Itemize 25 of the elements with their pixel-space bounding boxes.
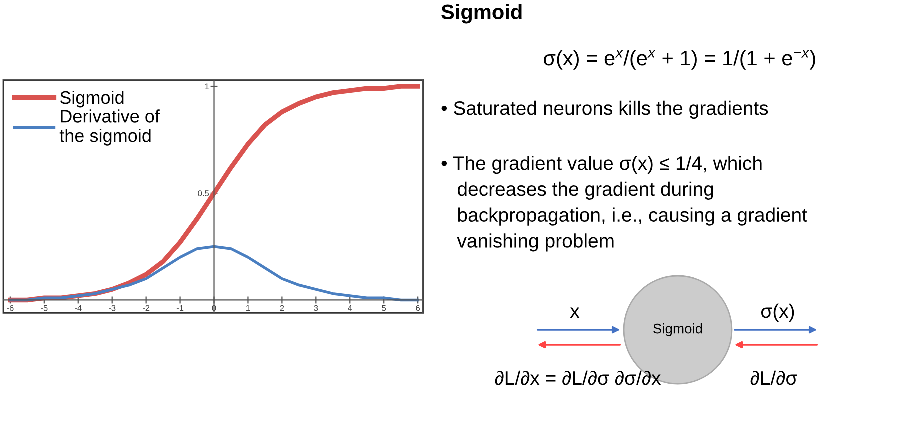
x-tick-label: 1: [246, 305, 250, 312]
x-tick-label: 3: [314, 305, 318, 312]
x-tick-label: -2: [142, 305, 150, 312]
text: σ(x) = e$^{x}$/(e$^{x}$ + 1) = 1/(1 + e$^{−x}$): [544, 50, 816, 70]
x-tick-label: -3: [109, 305, 116, 312]
text: Sigmoid: [442, 4, 522, 24]
text: ∂L/∂σ: [750, 370, 798, 386]
legend-label: Sigmoid: [60, 90, 124, 108]
text: σ(x): [761, 304, 794, 322]
x-tick-label: 6: [416, 305, 420, 312]
text: ∂L/∂x = ∂L/∂σ ∂σ/∂x: [495, 370, 662, 386]
legend-label: Derivative of the sigmoid: [60, 110, 160, 146]
x-tick-label: 4: [348, 305, 352, 312]
x-tick-label: -4: [75, 305, 82, 312]
x-tick-label: 5: [382, 305, 386, 312]
x-tick-label: -6: [7, 305, 14, 312]
x-tick-label: -1: [176, 305, 184, 312]
text: x: [570, 308, 580, 318]
line-series: [9, 245, 420, 302]
y-tick-label: 0.5: [198, 190, 210, 196]
x-tick-label: 2: [280, 305, 284, 312]
x-tick-label: -5: [41, 305, 48, 312]
text: • Saturated neurons kills the gradients: [442, 100, 768, 120]
text: Sigmoid: [654, 324, 702, 336]
text: • The gradient value σ(x) ≤ 1/4, which decreases the gradient during backpropagation, i.e., causing a gradient vanishing problem: [442, 156, 808, 252]
